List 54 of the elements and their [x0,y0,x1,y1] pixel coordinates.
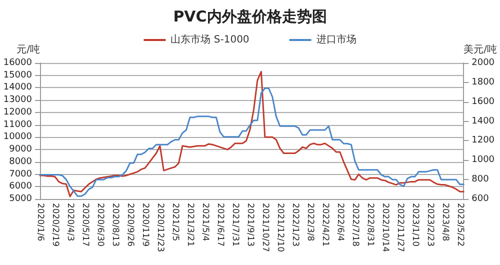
x-tick-label: 2021/5/4 [200,203,210,242]
x-tick-label: 2020/1/6 [35,203,45,242]
x-tick-label: 2022/6/4 [334,203,345,242]
y-tick-label: 5000 [9,194,32,204]
x-tick-label: 2021/6/17 [214,203,225,247]
y-tick-label: 15000 [3,70,32,80]
y2-tick-label: 1200 [472,136,495,146]
x-tick-label: 2021/2/5 [170,203,180,242]
y2-tick-label: 2000 [472,58,495,68]
chart-title: PVC内外盘价格走势图 [173,8,327,26]
x-tick-label: 2020/9/26 [124,203,135,247]
x-tick-label: 2021/7/31 [230,203,240,247]
y-tick-label: 8000 [9,156,32,167]
x-tick-label: 2021/12/10 [274,203,285,252]
x-tick-label: 2021/3/21 [184,203,195,247]
x-tick-label: 2022/4/21 [320,203,330,247]
x-tick-label: 2022/7/18 [350,203,360,247]
legend-label: 山东市场 S-1000 [170,34,250,46]
y-tick-label: 13000 [3,95,32,106]
legend-label: 进口市场 [316,34,356,46]
x-tick-label: 2020/6/30 [94,203,105,247]
x-tick-label: 2023/1/10 [410,203,420,247]
y2-axis-title: 美元/吨 [464,44,498,56]
y2-tick-label: 1400 [472,116,495,126]
y-tick-label: 6000 [9,182,32,192]
x-tick-label: 2020/11/9 [140,203,150,247]
x-tick-label: 2020/5/17 [80,203,90,247]
x-tick-label: 2023/2/23 [424,203,435,247]
y2-tick-label: 600 [472,194,490,204]
x-tick-label: 2022/10/14 [380,203,390,252]
y2-tick-label: 800 [472,174,490,185]
y-tick-label: 9000 [9,144,32,155]
y-tick-label: 16000 [3,58,32,68]
x-tick-label: 2020/8/13 [110,203,120,247]
y-axis-title: 元/吨 [16,44,40,56]
x-tick-label: 2022/8/31 [364,203,375,247]
y-tick-label: 14000 [3,82,32,93]
y-tick-label: 7000 [9,169,32,180]
x-tick-label: 2020/2/19 [50,203,60,247]
x-tick-label: 2023/5/22 [454,203,465,247]
x-tick-label: 2023/4/8 [440,203,450,242]
x-tick-label: 2021/10/27 [260,203,270,252]
x-tick-label: 2022/11/27 [394,203,405,252]
y2-tick-label: 1600 [472,96,495,107]
x-tick-label: 2021/9/13 [244,203,255,247]
x-tick-label: 2020/12/23 [154,203,165,252]
y-tick-label: 10000 [3,132,32,142]
y2-tick-label: 1000 [472,155,495,166]
x-tick-label: 2020/4/3 [64,203,75,242]
y-tick-label: 12000 [3,107,32,118]
x-tick-label: 2022/1/23 [290,203,300,247]
x-tick-label: 2022/3/8 [304,203,315,242]
y2-tick-label: 1800 [472,77,495,88]
y-tick-label: 11000 [3,120,32,130]
